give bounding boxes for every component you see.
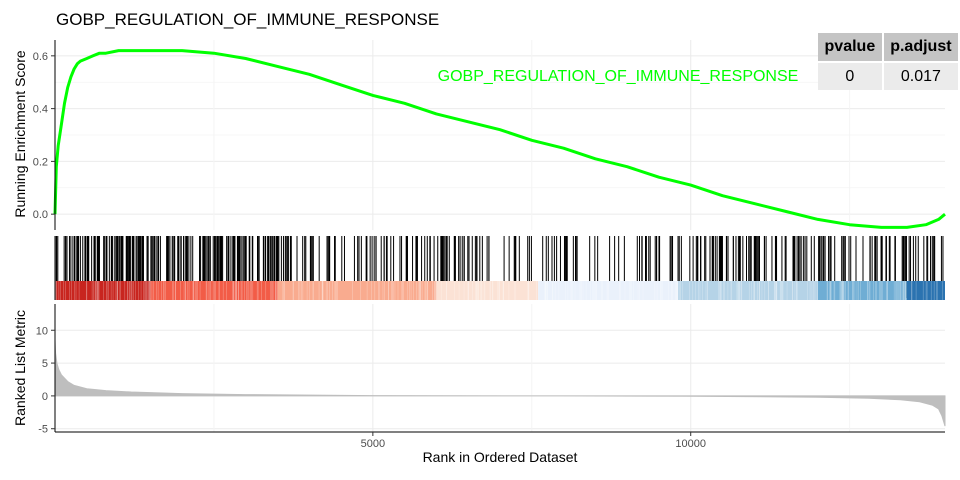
- es-y-tick-label: 0.2: [33, 156, 48, 168]
- axes: 0.0 0.2 0.4 0.6 -5 0 5 10 5000 10000: [33, 40, 945, 450]
- es-y-tick-label: 0.4: [33, 104, 48, 116]
- metric-gridlines: [55, 304, 945, 432]
- stats-header-row: pvalue p.adjust: [818, 33, 960, 62]
- es-y-tick-label: 0.6: [33, 51, 48, 63]
- gradient-segment: [55, 281, 151, 300]
- es-y-tick-label: 0.0: [33, 209, 48, 221]
- gradient-segment: [538, 281, 678, 300]
- metric-y-tick-label: 0: [42, 391, 48, 403]
- gradient-segment: [817, 281, 907, 300]
- rank-gradient-bar: [55, 281, 945, 300]
- stats-table: pvalue p.adjust 0 0.017: [818, 33, 960, 90]
- stats-value-padjust: 0.017: [882, 61, 960, 90]
- gradient-segment: [150, 281, 278, 300]
- gradient-segment: [277, 281, 437, 300]
- es-line: [53, 49, 946, 229]
- metric-ylabel: Ranked List Metric: [12, 310, 28, 426]
- metric-y-tick-label: 10: [36, 325, 48, 337]
- metric-y-tick-label: 5: [42, 358, 48, 370]
- x-tick-label: 10000: [675, 438, 706, 450]
- metric-panel: [54, 340, 946, 427]
- metric-y-tick-label: -5: [38, 424, 48, 436]
- gradient-segment: [906, 281, 945, 300]
- gradient-segment: [678, 281, 818, 300]
- es-panel: [53, 49, 946, 229]
- stats-value-row: 0 0.017: [818, 61, 960, 90]
- es-series-label: GOBP_REGULATION_OF_IMMUNE_RESPONSE: [438, 68, 799, 85]
- x-tick-label: 5000: [361, 438, 385, 450]
- x-axis-label: Rank in Ordered Dataset: [423, 449, 578, 465]
- gradient-segment: [436, 281, 539, 300]
- stats-header-pvalue: pvalue: [818, 33, 884, 62]
- metric-area: [54, 340, 946, 427]
- es-ylabel: Running Enrichment Score: [12, 50, 28, 218]
- stats-header-padjust: p.adjust: [882, 33, 960, 62]
- chart-title: GOBP_REGULATION_OF_IMMUNE_RESPONSE: [56, 10, 440, 29]
- stats-value-pvalue: 0: [818, 61, 884, 90]
